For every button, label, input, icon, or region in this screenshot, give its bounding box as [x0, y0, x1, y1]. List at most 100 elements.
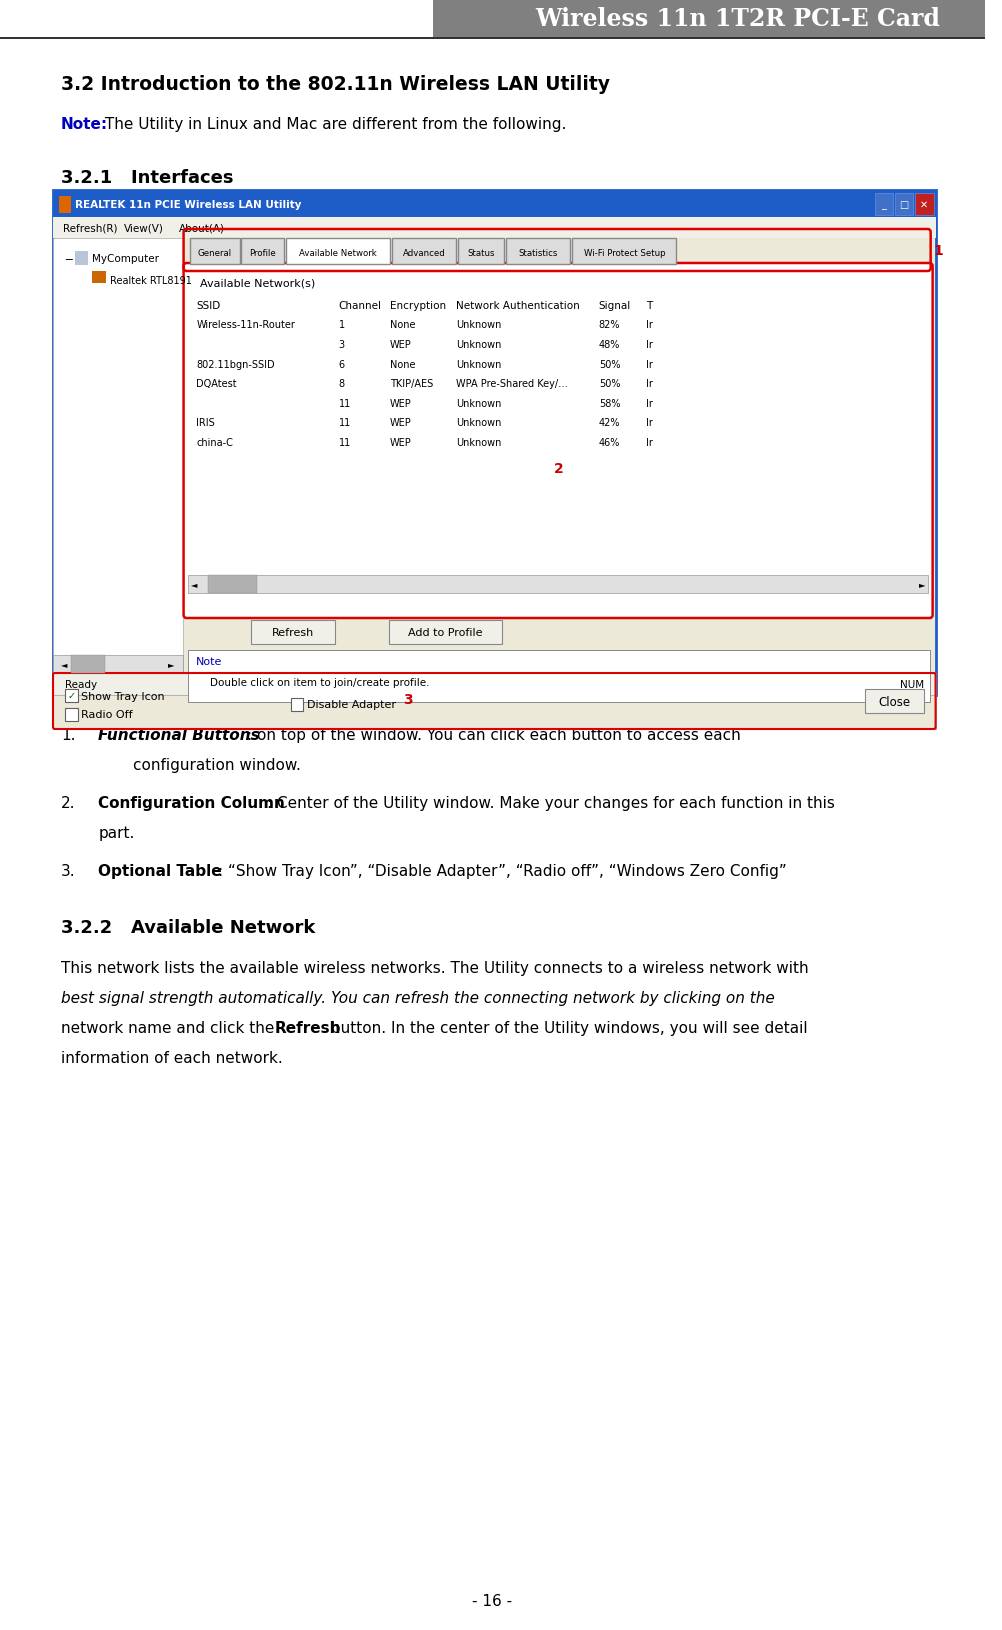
Bar — [70, 655, 105, 673]
Text: 6: 6 — [339, 359, 345, 370]
Bar — [59, 197, 70, 214]
Text: ─: ─ — [65, 254, 71, 264]
Text: Network Authentication: Network Authentication — [456, 302, 580, 311]
Text: Note: Note — [196, 657, 222, 667]
Text: Refresh(R): Refresh(R) — [63, 223, 117, 233]
Bar — [53, 240, 182, 673]
FancyBboxPatch shape — [183, 264, 932, 619]
Text: View(V): View(V) — [123, 223, 163, 233]
Text: Wi-Fi Protect Setup: Wi-Fi Protect Setup — [583, 248, 664, 258]
Text: 2: 2 — [554, 461, 563, 476]
Text: Close: Close — [878, 694, 910, 707]
Text: □: □ — [899, 200, 908, 210]
Text: 1: 1 — [339, 321, 345, 331]
Text: Ir: Ir — [645, 437, 652, 447]
Text: button. In the center of the Utility windows, you will see detail: button. In the center of the Utility win… — [326, 1020, 807, 1035]
Text: SSID: SSID — [196, 302, 220, 311]
Bar — [53, 218, 935, 240]
Text: IRIS: IRIS — [196, 417, 214, 427]
Text: None: None — [390, 321, 415, 331]
Text: NUM: NUM — [899, 680, 923, 689]
Text: best signal strength automatically. You can refresh the connecting network by cl: best signal strength automatically. You … — [61, 991, 774, 1006]
Bar — [914, 194, 933, 215]
Text: Encryption: Encryption — [390, 302, 446, 311]
Text: General: General — [197, 248, 231, 258]
Bar — [389, 621, 501, 644]
Text: Status: Status — [467, 248, 494, 258]
Text: Optional Table: Optional Table — [98, 864, 221, 879]
Text: 3.: 3. — [61, 864, 75, 879]
Text: Ir: Ir — [645, 417, 652, 427]
Bar — [458, 240, 503, 264]
Text: 58%: 58% — [598, 398, 619, 408]
Text: 11: 11 — [339, 417, 351, 427]
Text: Unknown: Unknown — [456, 321, 501, 331]
Text: information of each network.: information of each network. — [61, 1050, 283, 1066]
Bar — [864, 689, 923, 714]
Text: Unknown: Unknown — [456, 417, 501, 427]
Text: Statistics: Statistics — [518, 248, 557, 258]
Text: Note:: Note: — [61, 117, 108, 132]
Bar — [65, 709, 77, 722]
Text: MyComputer: MyComputer — [92, 254, 159, 264]
Bar — [0, 0, 433, 37]
Bar — [53, 673, 935, 730]
Text: network name and click the: network name and click the — [61, 1020, 279, 1035]
Text: 1: 1 — [933, 244, 943, 258]
Bar — [53, 191, 935, 218]
Text: _: _ — [881, 200, 886, 210]
Bar — [188, 575, 927, 593]
Text: Ready: Ready — [65, 680, 97, 689]
Text: Functional Buttons: Functional Buttons — [98, 727, 260, 743]
Text: 2.: 2. — [61, 795, 75, 810]
Text: ✕: ✕ — [919, 200, 928, 210]
Text: Double click on item to join/create profile.: Double click on item to join/create prof… — [209, 678, 429, 688]
Bar — [286, 240, 390, 264]
Bar — [392, 240, 456, 264]
Text: WEP: WEP — [390, 339, 411, 350]
Text: Realtek RTL8191: Realtek RTL8191 — [110, 275, 191, 285]
Text: Ir: Ir — [645, 359, 652, 370]
Text: Available Network(s): Available Network(s) — [200, 279, 316, 289]
Text: : Center of the Utility window. Make your changes for each function in this: : Center of the Utility window. Make you… — [267, 795, 834, 810]
Text: Signal: Signal — [598, 302, 630, 311]
Text: ✓: ✓ — [67, 691, 75, 701]
Text: Refresh: Refresh — [272, 628, 314, 637]
Text: Unknown: Unknown — [456, 339, 501, 350]
Bar — [92, 272, 106, 284]
Text: Unknown: Unknown — [456, 359, 501, 370]
Text: ►: ► — [168, 660, 174, 668]
Text: WPA Pre-Shared Key/…: WPA Pre-Shared Key/… — [456, 378, 568, 390]
Text: 3.2.1   Interfaces: 3.2.1 Interfaces — [61, 170, 233, 187]
Text: : “Show Tray Icon”, “Disable Adapter”, “Radio off”, “Windows Zero Config”: : “Show Tray Icon”, “Disable Adapter”, “… — [217, 864, 786, 879]
Text: DQAtest: DQAtest — [196, 378, 236, 390]
Text: Configuration Column: Configuration Column — [98, 795, 285, 810]
Text: Wireless-11n-Router: Wireless-11n-Router — [196, 321, 295, 331]
Text: 46%: 46% — [598, 437, 619, 447]
Text: ◄: ◄ — [61, 660, 67, 668]
Bar — [74, 253, 88, 266]
Text: 1.: 1. — [61, 727, 75, 743]
Bar — [505, 240, 570, 264]
Text: This network lists the available wireless networks. The Utility connects to a wi: This network lists the available wireles… — [61, 960, 808, 975]
Text: 50%: 50% — [598, 359, 619, 370]
Text: None: None — [390, 359, 415, 370]
Text: Ir: Ir — [645, 339, 652, 350]
Bar — [53, 655, 182, 673]
Text: Available Network: Available Network — [299, 248, 376, 258]
Text: 11: 11 — [339, 398, 351, 408]
Bar — [433, 0, 984, 37]
Text: WEP: WEP — [390, 437, 411, 447]
Text: 42%: 42% — [598, 417, 619, 427]
Bar — [894, 194, 913, 215]
Text: 50%: 50% — [598, 378, 619, 390]
Text: 802.11bgn-SSID: 802.11bgn-SSID — [196, 359, 275, 370]
Text: Advanced: Advanced — [403, 248, 445, 258]
Bar — [291, 699, 303, 712]
Text: Show Tray Icon: Show Tray Icon — [81, 691, 165, 701]
Text: Profile: Profile — [248, 248, 276, 258]
Text: The Utility in Linux and Mac are different from the following.: The Utility in Linux and Mac are differe… — [100, 117, 566, 132]
Text: Ir: Ir — [645, 378, 652, 390]
Bar — [207, 575, 257, 593]
Text: Wireless 11n 1T2R PCI-E Card: Wireless 11n 1T2R PCI-E Card — [535, 7, 940, 31]
